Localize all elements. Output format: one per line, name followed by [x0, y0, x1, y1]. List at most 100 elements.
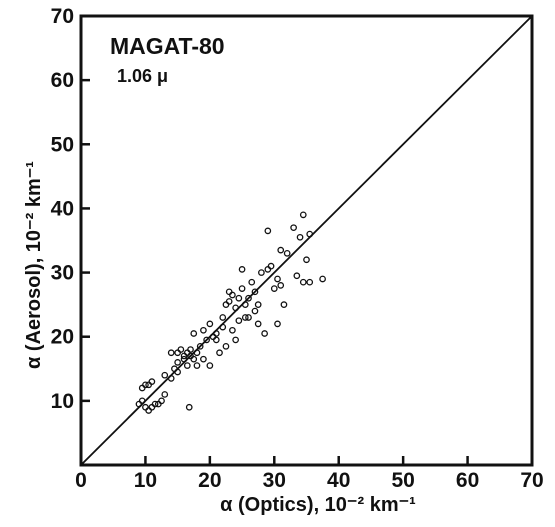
reference-line-group [80, 15, 533, 466]
data-point [183, 362, 191, 369]
data-point [274, 320, 281, 328]
data-point [235, 294, 243, 302]
x-tick-label: 20 [198, 469, 221, 492]
data-points [135, 211, 326, 414]
data-point [277, 282, 285, 289]
data-point [142, 381, 149, 389]
data-point [290, 224, 297, 232]
plot-frame [79, 14, 534, 467]
data-point [174, 368, 181, 376]
data-point [225, 298, 233, 305]
x-tick-label: 40 [327, 469, 350, 492]
data-point [177, 346, 185, 353]
data-point [245, 294, 252, 302]
data-point [200, 326, 207, 334]
data-point [264, 266, 272, 273]
annotation-wavelength: 1.06 μ [117, 66, 168, 86]
data-point [222, 301, 230, 308]
y-tick-label: 10 [51, 390, 74, 413]
y-tick-label: 60 [51, 69, 74, 92]
data-point [306, 230, 314, 238]
data-point [174, 359, 181, 366]
data-point [254, 301, 262, 308]
data-point [299, 278, 307, 286]
y-tick-label: 70 [51, 5, 74, 28]
data-point [209, 333, 217, 341]
data-point [274, 275, 281, 283]
x-tick-label: 60 [456, 469, 479, 492]
data-point [212, 330, 220, 337]
data-point [180, 355, 188, 363]
one-to-one-line [80, 15, 533, 466]
data-point [196, 342, 204, 350]
data-point [148, 378, 156, 385]
data-point [280, 301, 288, 308]
data-point [225, 288, 233, 296]
data-point [167, 375, 175, 382]
data-point [232, 304, 239, 312]
data-point [299, 211, 307, 219]
data-point [212, 336, 220, 344]
data-point [158, 397, 165, 405]
data-point [238, 266, 246, 273]
data-point [229, 326, 236, 334]
data-point [296, 233, 304, 241]
data-point [203, 336, 210, 344]
data-point [232, 336, 239, 344]
data-point [161, 371, 169, 379]
data-point [241, 314, 249, 321]
data-point [293, 272, 301, 280]
data-point [167, 349, 175, 357]
x-axis-title: α (Optics), 10⁻² km⁻¹ [220, 494, 416, 516]
data-point [138, 397, 146, 405]
data-point [185, 403, 193, 411]
data-point [190, 355, 198, 363]
data-point [183, 349, 191, 357]
data-point [303, 256, 310, 264]
data-point [193, 362, 201, 369]
data-point [138, 384, 146, 392]
data-point [193, 349, 201, 357]
data-point [261, 330, 268, 337]
data-point [200, 355, 207, 363]
data-point [270, 285, 278, 292]
y-axis-title: α (Aerosol), 10⁻² km⁻¹ [23, 161, 45, 369]
x-tick-label: 50 [391, 469, 414, 492]
x-tick-label: 70 [520, 469, 543, 492]
data-point [206, 320, 214, 328]
x-tick-label: 0 [75, 469, 87, 492]
data-point [187, 346, 194, 353]
data-point [258, 269, 265, 276]
data-point [206, 362, 214, 369]
x-tick-label: 30 [263, 469, 286, 492]
y-axis-ticks: 10 20 30 40 50 60 70 [51, 5, 90, 413]
y-tick-label: 40 [51, 197, 74, 220]
data-point [306, 278, 314, 286]
data-point [251, 307, 259, 315]
data-point [241, 301, 249, 308]
data-point [135, 400, 143, 408]
data-point [254, 320, 262, 328]
data-point [142, 403, 149, 411]
data-point [277, 246, 285, 254]
data-point [171, 365, 178, 373]
data-point [251, 288, 259, 296]
data-point [229, 291, 236, 299]
data-point [219, 314, 227, 321]
plot-border [79, 14, 534, 467]
data-point [190, 330, 198, 337]
data-point [174, 349, 181, 357]
data-point [145, 407, 152, 414]
data-point [238, 285, 246, 292]
data-point [248, 278, 256, 286]
data-point [219, 323, 227, 331]
data-point [319, 275, 326, 283]
data-point [148, 403, 156, 411]
x-axis-ticks: 0 10 20 30 40 50 60 70 [75, 456, 544, 492]
y-tick-label: 30 [51, 262, 74, 285]
data-point [264, 227, 272, 235]
data-point [216, 349, 223, 357]
data-point [161, 391, 169, 398]
y-tick-label: 20 [51, 326, 74, 349]
